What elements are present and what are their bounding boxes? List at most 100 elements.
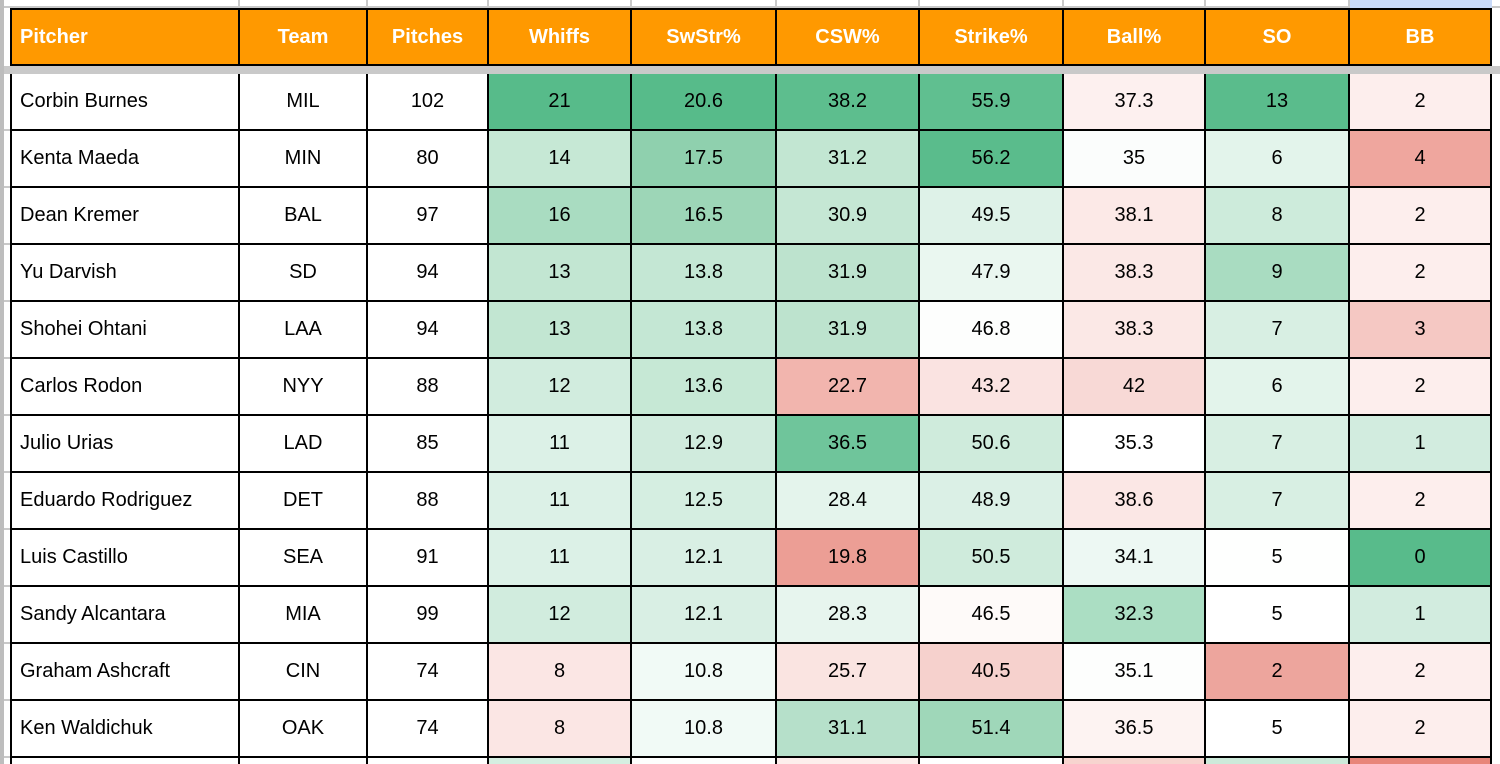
- table-cell[interactable]: 46.8: [920, 302, 1062, 357]
- table-cell[interactable]: 1: [1350, 416, 1490, 471]
- table-cell[interactable]: 88: [368, 359, 487, 414]
- table-cell[interactable]: 16.5: [632, 188, 775, 243]
- table-cell[interactable]: 2: [1350, 74, 1490, 129]
- table-cell[interactable]: 74: [368, 644, 487, 699]
- partial-row-cell[interactable]: [489, 758, 630, 764]
- table-cell[interactable]: 97: [368, 188, 487, 243]
- table-cell[interactable]: 51.4: [920, 701, 1062, 756]
- table-cell[interactable]: 46.5: [920, 587, 1062, 642]
- table-cell[interactable]: 22.7: [777, 359, 918, 414]
- table-cell[interactable]: 8: [489, 701, 630, 756]
- table-cell[interactable]: 37.3: [1064, 74, 1204, 129]
- partial-row-cell[interactable]: [368, 758, 487, 764]
- table-cell[interactable]: 1: [1350, 587, 1490, 642]
- table-cell[interactable]: 12.5: [632, 473, 775, 528]
- column-header-bb[interactable]: BB: [1350, 10, 1490, 64]
- table-cell[interactable]: 13.8: [632, 302, 775, 357]
- table-cell[interactable]: SD: [240, 245, 366, 300]
- table-cell[interactable]: 8: [1206, 188, 1348, 243]
- table-cell[interactable]: 99: [368, 587, 487, 642]
- table-cell[interactable]: 35: [1064, 131, 1204, 186]
- table-cell[interactable]: 88: [368, 473, 487, 528]
- table-cell[interactable]: 28.3: [777, 587, 918, 642]
- table-cell[interactable]: 13: [1206, 74, 1348, 129]
- table-cell[interactable]: SEA: [240, 530, 366, 585]
- table-cell[interactable]: DET: [240, 473, 366, 528]
- table-cell[interactable]: 31.9: [777, 302, 918, 357]
- table-cell[interactable]: 31.1: [777, 701, 918, 756]
- table-cell[interactable]: 42: [1064, 359, 1204, 414]
- table-cell[interactable]: 6: [1206, 359, 1348, 414]
- table-cell[interactable]: 6: [1206, 131, 1348, 186]
- table-cell[interactable]: MIL: [240, 74, 366, 129]
- table-cell[interactable]: 30.9: [777, 188, 918, 243]
- table-cell[interactable]: BAL: [240, 188, 366, 243]
- pitcher-cell[interactable]: Kenta Maeda: [12, 131, 238, 186]
- table-cell[interactable]: 2: [1350, 701, 1490, 756]
- table-cell[interactable]: 2: [1350, 188, 1490, 243]
- table-cell[interactable]: 2: [1350, 644, 1490, 699]
- table-cell[interactable]: 48.9: [920, 473, 1062, 528]
- table-cell[interactable]: 13: [489, 302, 630, 357]
- table-cell[interactable]: 56.2: [920, 131, 1062, 186]
- table-cell[interactable]: 10.8: [632, 701, 775, 756]
- table-cell[interactable]: 0: [1350, 530, 1490, 585]
- table-cell[interactable]: 40.5: [920, 644, 1062, 699]
- column-header-strike[interactable]: Strike%: [920, 10, 1062, 64]
- table-cell[interactable]: 12.1: [632, 530, 775, 585]
- table-cell[interactable]: 2: [1350, 245, 1490, 300]
- table-cell[interactable]: 17.5: [632, 131, 775, 186]
- table-cell[interactable]: 85: [368, 416, 487, 471]
- column-header-pitcher[interactable]: Pitcher: [12, 10, 238, 64]
- pitcher-cell[interactable]: Yu Darvish: [12, 245, 238, 300]
- table-cell[interactable]: 47.9: [920, 245, 1062, 300]
- table-cell[interactable]: 28.4: [777, 473, 918, 528]
- table-cell[interactable]: 2: [1350, 473, 1490, 528]
- table-cell[interactable]: 31.9: [777, 245, 918, 300]
- table-cell[interactable]: 16: [489, 188, 630, 243]
- table-cell[interactable]: 11: [489, 473, 630, 528]
- pitcher-cell[interactable]: Carlos Rodon: [12, 359, 238, 414]
- pitcher-cell[interactable]: Ken Waldichuk: [12, 701, 238, 756]
- column-header-ball[interactable]: Ball%: [1064, 10, 1204, 64]
- table-cell[interactable]: 74: [368, 701, 487, 756]
- table-cell[interactable]: 91: [368, 530, 487, 585]
- partial-row-cell[interactable]: [240, 758, 366, 764]
- table-cell[interactable]: LAD: [240, 416, 366, 471]
- table-cell[interactable]: LAA: [240, 302, 366, 357]
- column-header-csw[interactable]: CSW%: [777, 10, 918, 64]
- table-cell[interactable]: 11: [489, 530, 630, 585]
- table-cell[interactable]: 25.7: [777, 644, 918, 699]
- table-cell[interactable]: 38.3: [1064, 302, 1204, 357]
- table-cell[interactable]: 2: [1350, 359, 1490, 414]
- table-cell[interactable]: 2: [1206, 644, 1348, 699]
- table-cell[interactable]: 102: [368, 74, 487, 129]
- column-header-swstr[interactable]: SwStr%: [632, 10, 775, 64]
- frozen-row-divider[interactable]: [0, 66, 1500, 74]
- table-cell[interactable]: 12: [489, 359, 630, 414]
- table-cell[interactable]: 34.1: [1064, 530, 1204, 585]
- table-cell[interactable]: 5: [1206, 530, 1348, 585]
- table-cell[interactable]: 49.5: [920, 188, 1062, 243]
- table-cell[interactable]: 38.3: [1064, 245, 1204, 300]
- table-cell[interactable]: 3: [1350, 302, 1490, 357]
- table-cell[interactable]: 7: [1206, 302, 1348, 357]
- table-cell[interactable]: 21: [489, 74, 630, 129]
- table-cell[interactable]: 36.5: [777, 416, 918, 471]
- pitcher-cell[interactable]: Luis Castillo: [12, 530, 238, 585]
- column-header-pitches[interactable]: Pitches: [368, 10, 487, 64]
- table-cell[interactable]: 32.3: [1064, 587, 1204, 642]
- table-cell[interactable]: 80: [368, 131, 487, 186]
- table-cell[interactable]: 12: [489, 587, 630, 642]
- column-header-team[interactable]: Team: [240, 10, 366, 64]
- pitcher-cell[interactable]: Shohei Ohtani: [12, 302, 238, 357]
- table-cell[interactable]: 13.8: [632, 245, 775, 300]
- partial-row-cell[interactable]: [1064, 758, 1204, 764]
- table-cell[interactable]: 50.6: [920, 416, 1062, 471]
- pitcher-cell[interactable]: Corbin Burnes: [12, 74, 238, 129]
- table-cell[interactable]: 12.1: [632, 587, 775, 642]
- table-cell[interactable]: 13.6: [632, 359, 775, 414]
- table-cell[interactable]: OAK: [240, 701, 366, 756]
- table-cell[interactable]: NYY: [240, 359, 366, 414]
- partial-row-cell[interactable]: [12, 758, 238, 764]
